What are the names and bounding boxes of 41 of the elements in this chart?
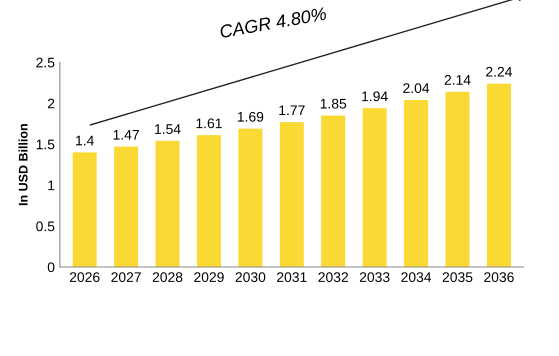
data-label: 1.4	[76, 136, 94, 146]
bar	[156, 140, 180, 267]
data-label: 1.47	[114, 130, 139, 140]
data-label: 1.85	[320, 98, 346, 109]
y-tick-label: 1.5	[36, 140, 54, 150]
x-tick-label: 2028	[152, 272, 182, 282]
x-tick-label: 2030	[236, 272, 266, 282]
bar	[280, 122, 304, 267]
bar	[72, 152, 97, 267]
x-tick-label: 2031	[277, 272, 307, 282]
y-axis-title: In USD Billion	[18, 124, 28, 206]
y-tick-label: 2.5	[36, 58, 54, 68]
y-tick-label: 0	[48, 262, 54, 272]
data-label: 1.54	[155, 124, 181, 134]
bar	[445, 92, 470, 267]
y-tick-label: 0.5	[36, 221, 54, 232]
x-tick-label: 2036	[484, 272, 514, 282]
data-label: 2.24	[486, 66, 512, 77]
data-label: 2.14	[444, 75, 471, 85]
x-tick-label: 2033	[360, 272, 390, 282]
text: CAGR 4.80%	[219, 7, 327, 38]
x-tick-label: 2027	[111, 272, 141, 282]
bar	[362, 108, 387, 267]
data-label: 1.94	[362, 91, 388, 102]
bar	[404, 100, 428, 267]
y-tick-label: 2	[48, 98, 54, 108]
x-tick-label: 2029	[194, 272, 224, 282]
bar	[196, 135, 221, 267]
x-tick-label: 2026	[70, 272, 100, 282]
bar	[114, 146, 138, 267]
x-tick-label: 2034	[401, 272, 432, 282]
x-tick-label: 2035	[442, 272, 472, 282]
data-label: 1.69	[238, 112, 264, 122]
bar	[321, 116, 346, 267]
x-tick-label: 2032	[318, 272, 348, 282]
data-label: 1.77	[279, 105, 305, 116]
bar	[238, 128, 262, 267]
data-label: 2.04	[403, 83, 430, 94]
y-tick-label: 1	[48, 180, 54, 190]
bar	[486, 84, 511, 267]
data-label: 1.61	[196, 118, 222, 128]
